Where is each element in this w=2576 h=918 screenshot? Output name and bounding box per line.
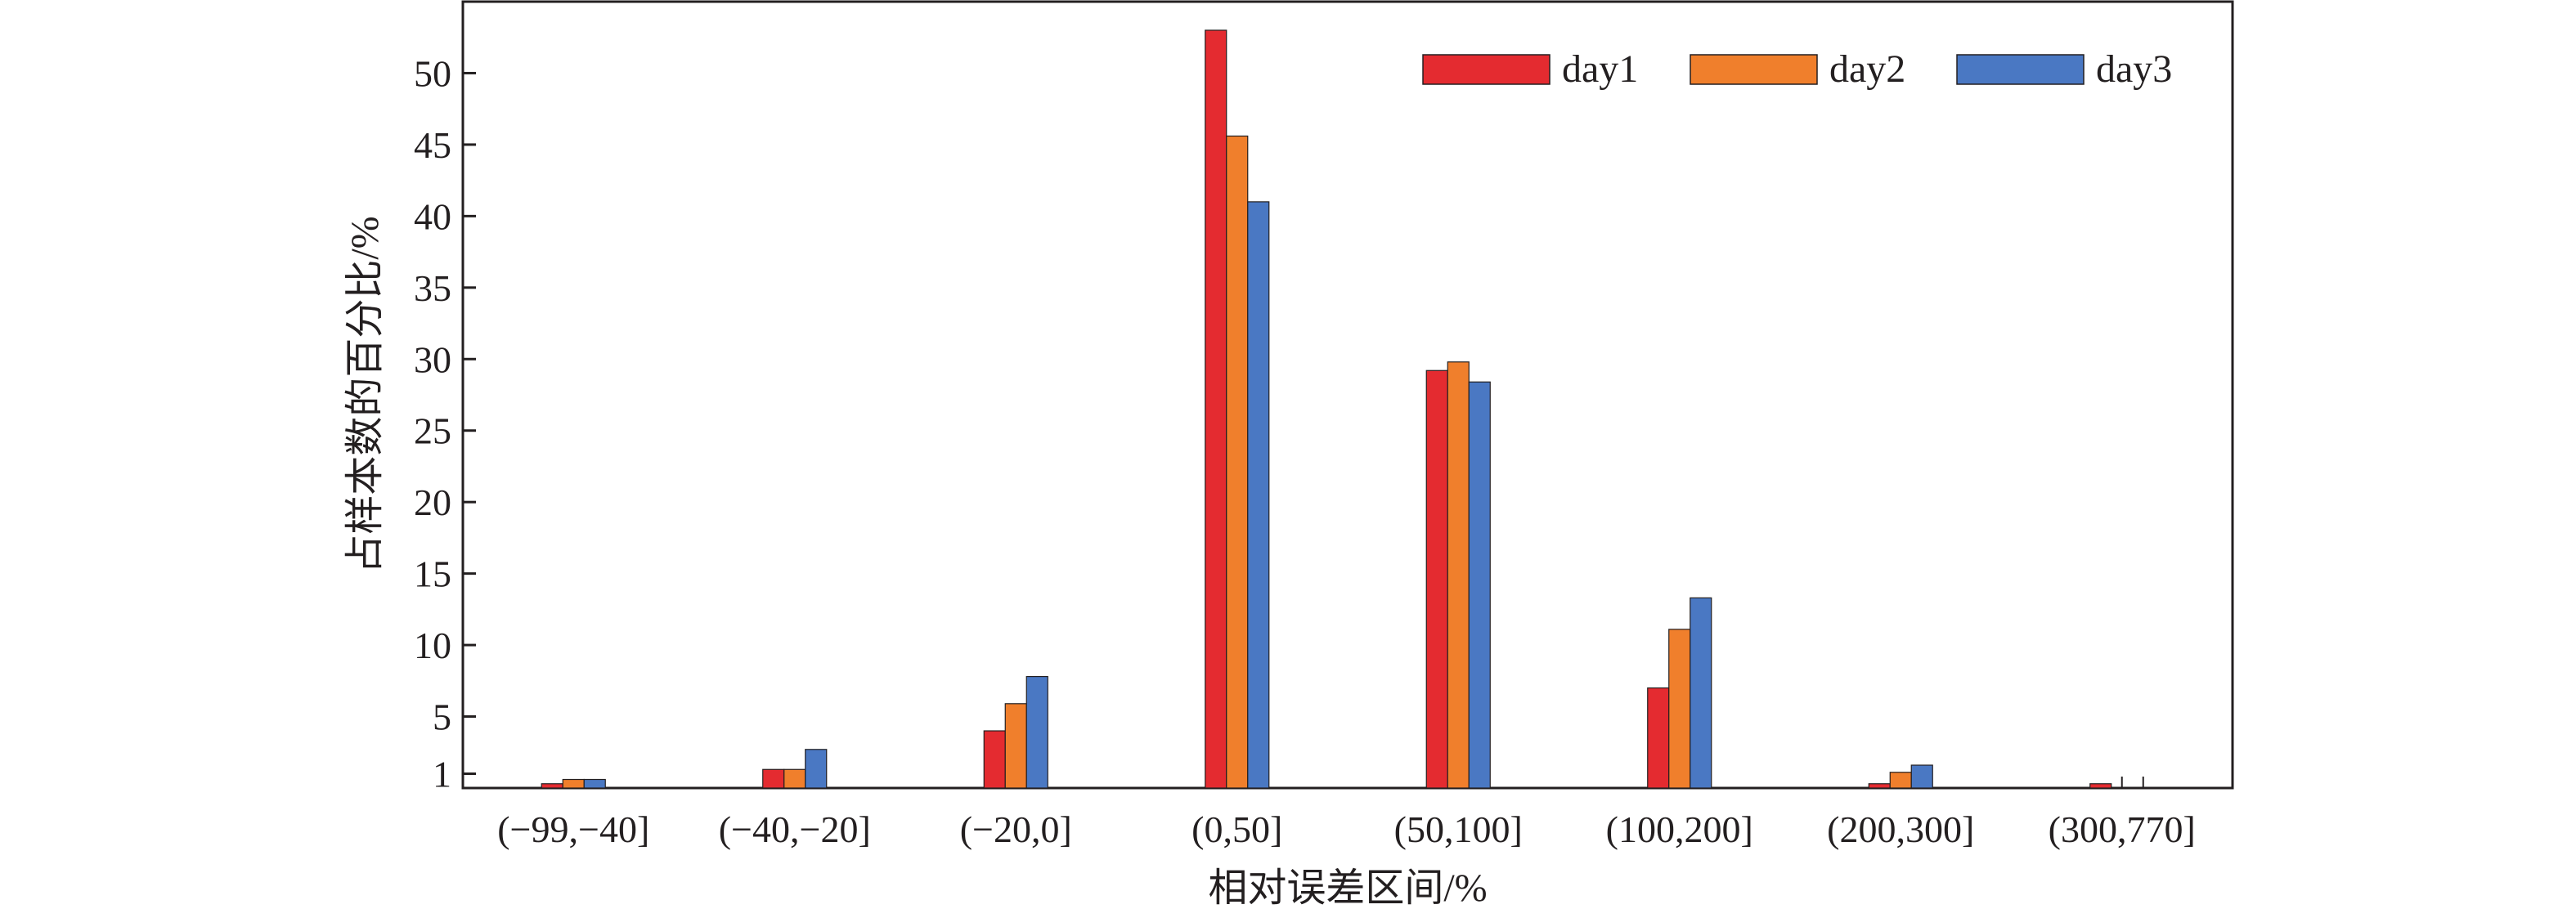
bar-day2: [1668, 629, 1691, 789]
legend-label-day2: day2: [1829, 47, 1905, 91]
x-axis-ticks: (−99,−40] (−40,−20] (−20,0] (0,50] (50,100] (…: [497, 808, 2196, 850]
y-tick-label: 45: [414, 124, 451, 166]
bar-day1: [1868, 783, 1891, 789]
x-tick-label: (0,50]: [1192, 808, 1282, 850]
y-axis-title: 占样本数的百分比/%: [343, 216, 387, 573]
y-tick-label: 5: [433, 696, 451, 738]
bar-day1: [1647, 687, 1670, 789]
legend: day1 day2 day3: [1422, 47, 2172, 91]
bar-day3: [1468, 381, 1491, 789]
x-tick-label: (−99,−40]: [497, 808, 649, 850]
y-tick-label: 50: [414, 52, 451, 94]
x-tick-label: (−20,0]: [960, 808, 1072, 850]
x-tick-label: (100,200]: [1606, 808, 1753, 850]
y-tick-label: 1: [433, 754, 451, 795]
bar-day1: [762, 768, 785, 789]
bars-group: [541, 29, 2144, 789]
y-tick-label: 40: [414, 195, 451, 237]
legend-swatch-day1: [1422, 54, 1551, 85]
bar-day3: [805, 749, 828, 789]
bar-day2: [1004, 703, 1027, 789]
x-tick-label: (50,100]: [1394, 808, 1523, 850]
y-tick-label: 15: [414, 553, 451, 595]
y-tick-label: 25: [414, 410, 451, 452]
bar-day2: [1889, 772, 1912, 789]
bar-day1: [2089, 783, 2112, 789]
bar-day3: [583, 778, 606, 789]
legend-label-day1: day1: [1562, 47, 1638, 91]
bar-day1: [541, 783, 563, 789]
bar-day2: [1226, 135, 1249, 789]
bar-day2: [562, 778, 585, 789]
y-tick-label: 30: [414, 338, 451, 380]
plot-frame: [461, 0, 2234, 790]
y-tick-label: 35: [414, 267, 451, 309]
bar-day2: [783, 768, 806, 789]
bar-day2: [1447, 361, 1470, 789]
legend-label-day3: day3: [2096, 47, 2172, 91]
bar-day3: [1247, 201, 1270, 789]
bar-day3: [1690, 597, 1712, 789]
bar-day1: [1425, 369, 1448, 789]
bar-day3: [1025, 675, 1048, 789]
x-axis-title: 相对误差区间/%: [1208, 867, 1487, 910]
bar-day1: [1205, 29, 1227, 789]
x-tick-label: (−40,−20]: [719, 808, 871, 850]
y-tick-label: 20: [414, 481, 451, 523]
x-tick-label: (300,770]: [2049, 808, 2196, 850]
y-tick-label: 10: [414, 625, 451, 666]
legend-swatch-day3: [1956, 54, 2085, 85]
bar-day3: [1910, 764, 1933, 789]
bar-day1: [983, 730, 1006, 789]
x-tick-label: (200,300]: [1827, 808, 1974, 850]
legend-swatch-day2: [1690, 54, 1818, 85]
